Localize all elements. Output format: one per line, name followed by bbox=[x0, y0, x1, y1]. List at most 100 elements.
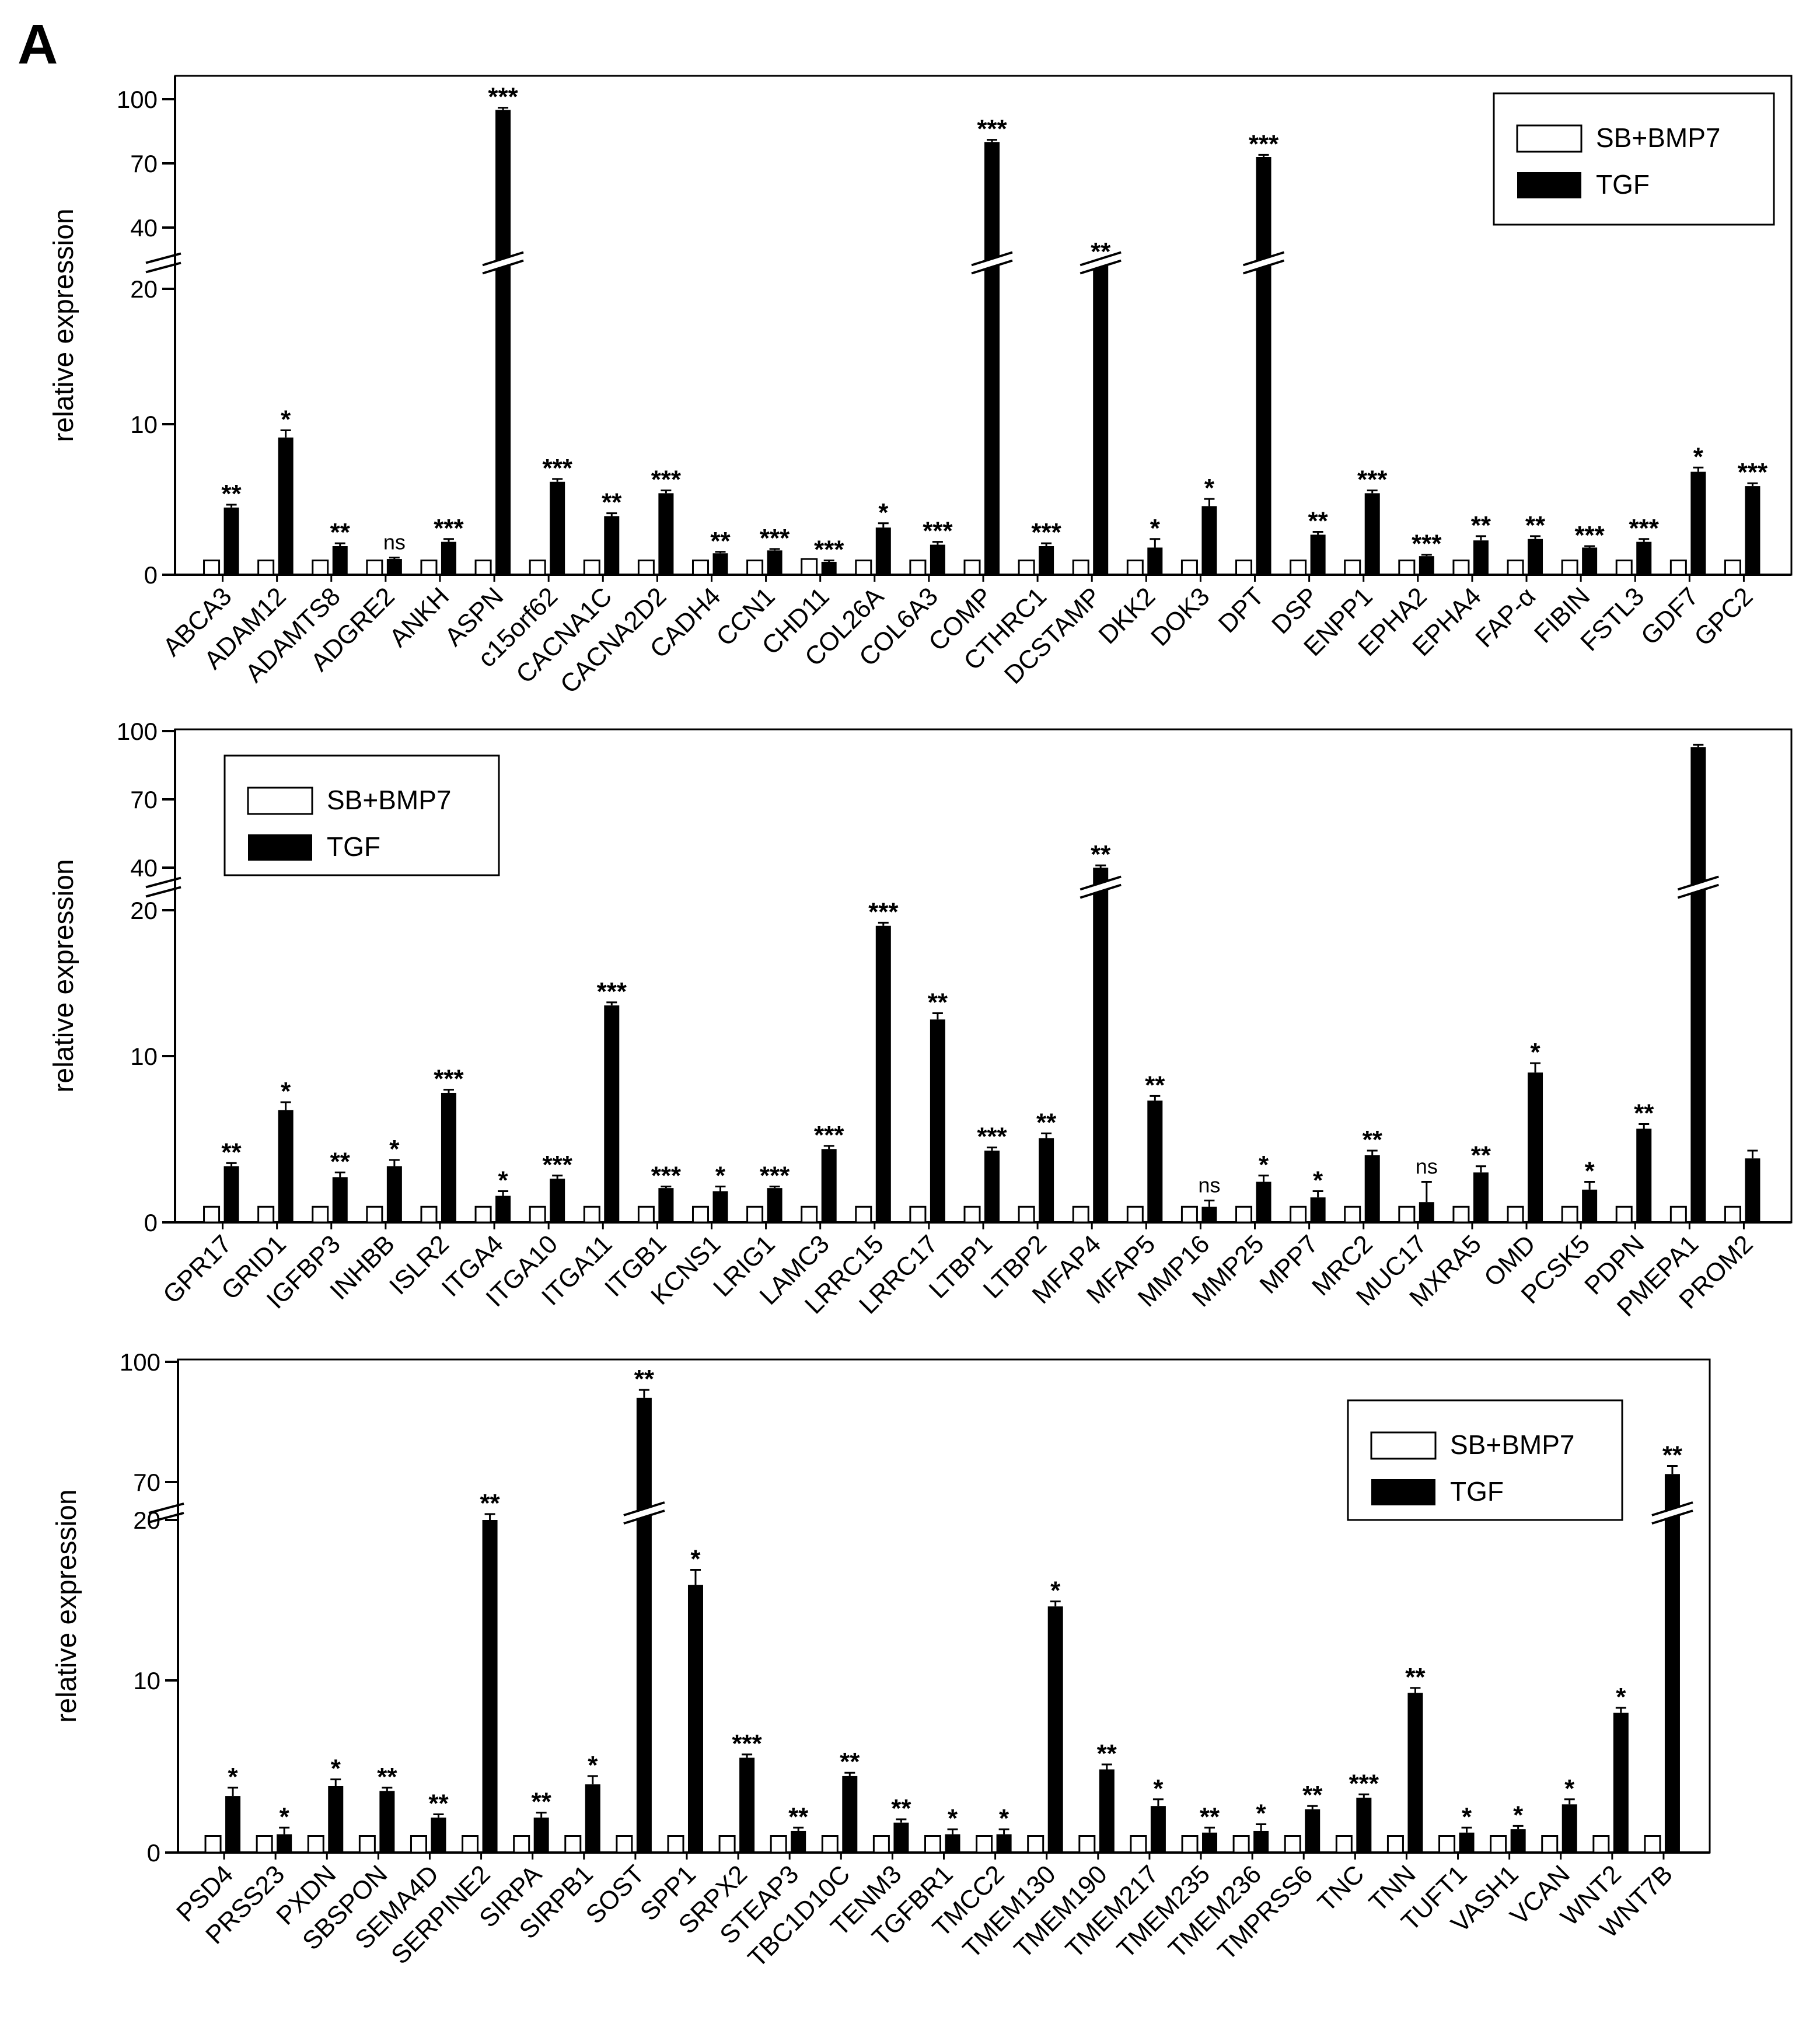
bar-sb-bmp7 bbox=[1669, 1205, 1687, 1224]
bar-tgf bbox=[386, 559, 402, 575]
bar-tgf bbox=[1636, 1128, 1652, 1222]
bar-sb-bmp7 bbox=[1335, 1835, 1353, 1854]
bar-tgf bbox=[1473, 1172, 1489, 1222]
bar-sb-bmp7 bbox=[1398, 560, 1416, 576]
x-tick-label: DKK2 bbox=[1093, 582, 1161, 649]
significance-label: ** bbox=[330, 518, 351, 547]
bar-sb-bmp7 bbox=[1235, 560, 1253, 576]
significance-label: ** bbox=[330, 1147, 351, 1176]
bar-tgf bbox=[712, 1191, 728, 1222]
legend-swatch-tgf bbox=[1517, 172, 1581, 198]
bar-break-gap bbox=[1080, 253, 1122, 272]
bar-sb-bmp7 bbox=[1072, 560, 1089, 576]
bar-sb-bmp7 bbox=[307, 1835, 324, 1854]
bar-tgf bbox=[1150, 1806, 1166, 1853]
y-axis-label: relative expression bbox=[48, 208, 79, 442]
bar-break-mark bbox=[1651, 1501, 1693, 1525]
bar-sb-bmp7 bbox=[637, 560, 655, 576]
bar-tgf bbox=[1459, 1832, 1475, 1853]
significance-label: ** bbox=[1363, 1126, 1383, 1154]
significance-label: * bbox=[1693, 442, 1704, 471]
significance-label: * bbox=[1616, 1683, 1626, 1711]
bar-sb-bmp7 bbox=[203, 1205, 221, 1224]
bar-tgf bbox=[278, 437, 294, 575]
legend-label-sb-bmp7: SB+BMP7 bbox=[1596, 123, 1721, 153]
significance-label: ** bbox=[1471, 1141, 1491, 1170]
bar-tgf bbox=[1582, 1189, 1598, 1222]
significance-label: * bbox=[1513, 1801, 1524, 1829]
bar-tgf bbox=[1147, 1100, 1163, 1222]
bar-sb-bmp7 bbox=[420, 1205, 438, 1224]
bar-sb-bmp7 bbox=[1344, 560, 1361, 576]
panel-label: A bbox=[18, 13, 58, 76]
significance-label: ** bbox=[1097, 1739, 1117, 1768]
significance-label: * bbox=[1050, 1577, 1061, 1605]
bar-sb-bmp7 bbox=[1724, 1205, 1741, 1224]
bar-break-gap bbox=[972, 253, 1012, 272]
y-axis-label: relative expression bbox=[51, 1489, 82, 1722]
x-tick-label: FAP-α bbox=[1470, 582, 1541, 653]
significance-label: *** bbox=[760, 1161, 790, 1190]
significance-label: ns bbox=[1416, 1154, 1438, 1178]
bar-tgf bbox=[791, 1830, 806, 1853]
bar-sb-bmp7 bbox=[1344, 1205, 1361, 1224]
bar-tgf bbox=[1202, 1832, 1218, 1853]
significance-label: *** bbox=[1031, 518, 1061, 547]
bar-sb-bmp7 bbox=[564, 1835, 582, 1854]
significance-label: * bbox=[228, 1763, 238, 1791]
legend-swatch-tgf bbox=[248, 834, 312, 861]
legend: SB+BMP7 TGF bbox=[1347, 1399, 1623, 1521]
y-tick-label: 0 bbox=[147, 1839, 160, 1867]
y-tick-label: 40 bbox=[130, 214, 158, 242]
bar-sb-bmp7 bbox=[1592, 1835, 1610, 1854]
bar-sb-bmp7 bbox=[1452, 560, 1470, 576]
bar-tgf bbox=[278, 1110, 294, 1222]
bar-tgf bbox=[386, 1166, 402, 1222]
significance-label: *** bbox=[977, 1123, 1007, 1151]
bar-tgf bbox=[842, 1776, 858, 1853]
legend-label-tgf: TGF bbox=[327, 831, 380, 862]
bar-sb-bmp7 bbox=[909, 1205, 927, 1224]
bar-tgf bbox=[495, 1196, 511, 1222]
significance-label: ** bbox=[710, 527, 731, 555]
x-tick-label: DOK3 bbox=[1145, 582, 1215, 651]
bar-sb-bmp7 bbox=[1669, 560, 1687, 576]
significance-label: * bbox=[999, 1804, 1009, 1833]
bar-sb-bmp7 bbox=[1290, 560, 1307, 576]
bar-tgf bbox=[1099, 1769, 1115, 1853]
bar-sb-bmp7 bbox=[963, 560, 981, 576]
bar-tgf bbox=[441, 1092, 456, 1222]
bar-tgf bbox=[1305, 1809, 1321, 1853]
bar-sb-bmp7 bbox=[1490, 1835, 1507, 1854]
significance-label: * bbox=[498, 1166, 509, 1195]
bar-tgf bbox=[533, 1818, 549, 1853]
bar-tgf bbox=[1473, 540, 1489, 575]
bar-sb-bmp7 bbox=[637, 1205, 655, 1224]
bar-sb-bmp7 bbox=[801, 558, 818, 576]
bar-tgf bbox=[495, 110, 511, 575]
bar-sb-bmp7 bbox=[1180, 560, 1198, 576]
significance-label: * bbox=[1153, 1774, 1164, 1803]
significance-label: ** bbox=[602, 488, 622, 517]
significance-label: *** bbox=[814, 1121, 844, 1149]
significance-label: * bbox=[1150, 514, 1161, 543]
significance-label: * bbox=[1204, 474, 1215, 502]
significance-label: * bbox=[1585, 1156, 1595, 1185]
bar-tgf bbox=[1364, 493, 1380, 575]
y-axis-break bbox=[145, 252, 181, 274]
significance-label: ns bbox=[1198, 1173, 1220, 1197]
bar-sb-bmp7 bbox=[718, 1835, 736, 1854]
bar-tgf bbox=[1093, 263, 1109, 575]
significance-label: ** bbox=[1091, 237, 1111, 266]
legend-swatch-tgf bbox=[1371, 1479, 1435, 1505]
bar-break-mark bbox=[1080, 251, 1122, 275]
bar-tgf bbox=[739, 1757, 755, 1853]
bar-sb-bmp7 bbox=[1615, 1205, 1633, 1224]
bar-tgf bbox=[1745, 1158, 1760, 1222]
x-tick-label: ANKH bbox=[384, 582, 455, 652]
significance-label: *** bbox=[977, 115, 1007, 144]
y-tick-label: 10 bbox=[130, 1043, 158, 1070]
bar-tgf bbox=[1562, 1804, 1577, 1853]
